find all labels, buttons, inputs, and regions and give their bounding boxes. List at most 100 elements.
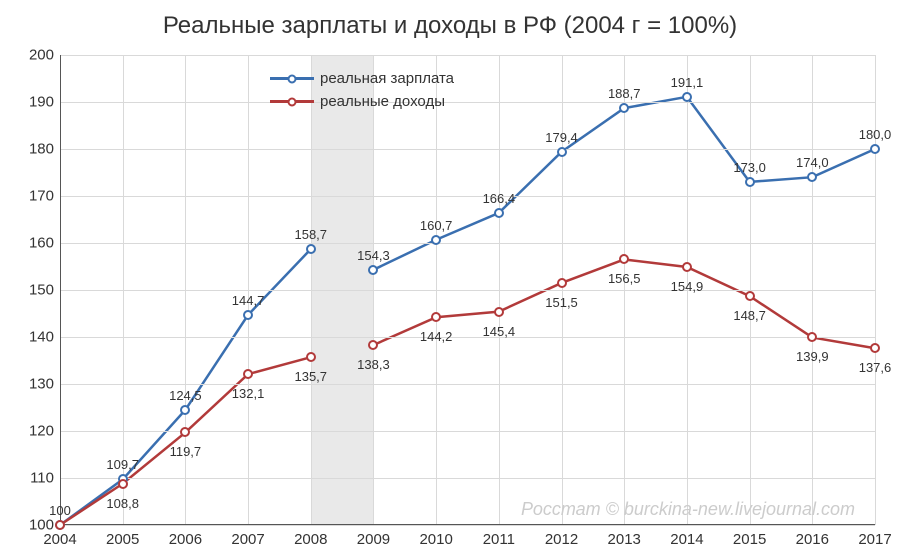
data-label: 154,3 xyxy=(357,248,390,263)
data-marker xyxy=(368,265,378,275)
y-tick-label: 160 xyxy=(6,235,54,252)
data-label: 188,7 xyxy=(608,86,641,101)
data-marker xyxy=(619,103,629,113)
gridline-h xyxy=(60,290,875,291)
x-tick-label: 2013 xyxy=(599,531,649,548)
data-label: 174,0 xyxy=(796,155,829,170)
y-tick-label: 150 xyxy=(6,282,54,299)
watermark: Росстат © burckina-new.livejournal.com xyxy=(521,499,855,520)
data-label: 166,4 xyxy=(483,191,516,206)
data-label: 108,8 xyxy=(106,496,139,511)
gridline-v xyxy=(311,55,312,525)
gridline-v xyxy=(624,55,625,525)
legend-swatch xyxy=(270,100,314,103)
gridline-v xyxy=(248,55,249,525)
legend-item: реальная зарплата xyxy=(270,70,454,87)
chart-root: Реальные зарплаты и доходы в РФ (2004 г … xyxy=(0,0,900,560)
x-tick-label: 2004 xyxy=(35,531,85,548)
gridline-v xyxy=(499,55,500,525)
legend-label: реальные доходы xyxy=(320,93,445,110)
chart-title: Реальные зарплаты и доходы в РФ (2004 г … xyxy=(0,12,900,40)
data-marker xyxy=(431,312,441,322)
data-label: 145,4 xyxy=(483,324,516,339)
data-label: 132,1 xyxy=(232,386,265,401)
data-marker xyxy=(682,262,692,272)
x-axis xyxy=(60,524,875,525)
y-tick-label: 120 xyxy=(6,423,54,440)
data-label: 138,3 xyxy=(357,357,390,372)
data-marker xyxy=(870,144,880,154)
gridline-v xyxy=(436,55,437,525)
data-marker xyxy=(870,343,880,353)
gridline-v xyxy=(562,55,563,525)
data-marker xyxy=(180,405,190,415)
data-marker xyxy=(306,244,316,254)
gridline-v xyxy=(750,55,751,525)
x-tick-label: 2008 xyxy=(286,531,336,548)
data-marker xyxy=(243,310,253,320)
data-label: 135,7 xyxy=(294,369,327,384)
plot-area: 100109,7124,5144,7158,7154,3160,7166,417… xyxy=(60,55,875,525)
data-label: 148,7 xyxy=(733,308,766,323)
gridline-h xyxy=(60,525,875,526)
data-label: 144,2 xyxy=(420,329,453,344)
data-label: 151,5 xyxy=(545,295,578,310)
y-tick-label: 190 xyxy=(6,94,54,111)
y-tick-label: 200 xyxy=(6,47,54,64)
gridline-h xyxy=(60,55,875,56)
data-marker xyxy=(306,352,316,362)
x-tick-label: 2006 xyxy=(160,531,210,548)
legend-swatch xyxy=(270,77,314,80)
x-tick-label: 2005 xyxy=(98,531,148,548)
data-label: 179,4 xyxy=(545,130,578,145)
gridline-h xyxy=(60,149,875,150)
x-tick-label: 2009 xyxy=(348,531,398,548)
gridline-h xyxy=(60,478,875,479)
gridline-v xyxy=(123,55,124,525)
gridline-v xyxy=(875,55,876,525)
x-tick-label: 2010 xyxy=(411,531,461,548)
x-tick-label: 2007 xyxy=(223,531,273,548)
data-marker xyxy=(557,278,567,288)
y-tick-label: 110 xyxy=(6,470,54,487)
gridline-v xyxy=(373,55,374,525)
data-label: 180,0 xyxy=(859,127,892,142)
x-tick-label: 2012 xyxy=(537,531,587,548)
data-label: 144,7 xyxy=(232,293,265,308)
data-marker xyxy=(494,208,504,218)
legend-label: реальная зарплата xyxy=(320,70,454,87)
data-label: 154,9 xyxy=(671,279,704,294)
data-marker xyxy=(55,520,65,530)
x-tick-label: 2015 xyxy=(725,531,775,548)
data-label: 139,9 xyxy=(796,349,829,364)
data-marker xyxy=(431,235,441,245)
x-tick-label: 2017 xyxy=(850,531,900,548)
data-marker xyxy=(619,254,629,264)
y-tick-label: 140 xyxy=(6,329,54,346)
data-marker xyxy=(180,427,190,437)
gridline-h xyxy=(60,337,875,338)
data-label: 173,0 xyxy=(733,160,766,175)
gridline-h xyxy=(60,102,875,103)
data-marker xyxy=(807,332,817,342)
data-label: 191,1 xyxy=(671,75,704,90)
data-label: 137,6 xyxy=(859,360,892,375)
y-axis xyxy=(60,55,61,525)
data-marker xyxy=(118,479,128,489)
data-marker xyxy=(745,177,755,187)
data-marker xyxy=(745,291,755,301)
data-marker xyxy=(243,369,253,379)
y-tick-label: 130 xyxy=(6,376,54,393)
data-marker xyxy=(807,172,817,182)
data-marker xyxy=(368,340,378,350)
data-label: 158,7 xyxy=(294,227,327,242)
x-tick-label: 2014 xyxy=(662,531,712,548)
y-tick-label: 170 xyxy=(6,188,54,205)
x-tick-label: 2016 xyxy=(787,531,837,548)
legend-item: реальные доходы xyxy=(270,93,454,110)
x-tick-label: 2011 xyxy=(474,531,524,548)
data-marker xyxy=(682,92,692,102)
data-marker xyxy=(557,147,567,157)
y-tick-label: 180 xyxy=(6,141,54,158)
data-marker xyxy=(494,307,504,317)
